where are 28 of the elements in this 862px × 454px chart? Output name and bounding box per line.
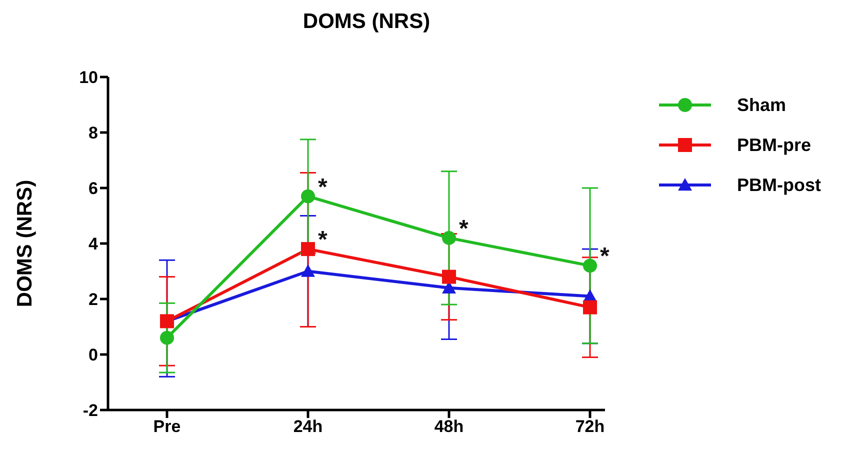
annotation: * [459, 215, 469, 242]
y-tick-label: 4 [88, 234, 99, 254]
annotation: * [318, 174, 328, 201]
legend-label: PBM-pre [737, 134, 812, 156]
point [301, 242, 315, 256]
y-axis-title: DOMS (NRS) [13, 180, 36, 308]
point [301, 264, 315, 277]
y-tick-label: 6 [88, 179, 98, 198]
legend-label: Sham [737, 94, 786, 116]
point [583, 258, 597, 273]
x-tick-label: 48h [434, 417, 464, 436]
annotation: * [600, 243, 610, 270]
point [160, 330, 174, 345]
y-tick-label: 0 [88, 346, 98, 365]
x-tick-label: Pre [153, 417, 181, 436]
y-tick-label: 8 [88, 124, 98, 143]
legend-label: PBM-post [737, 174, 821, 196]
x-tick-label: 72h [575, 417, 605, 436]
y-tick-label: 10 [79, 68, 98, 88]
point [442, 230, 456, 245]
chart-title: DOMS (NRS) [302, 10, 432, 34]
point [301, 189, 315, 204]
y-tick-label: -2 [82, 401, 98, 420]
point [583, 300, 597, 314]
point [442, 270, 456, 284]
y-tick-label: 2 [88, 290, 98, 310]
x-tick-label: 24h [293, 417, 323, 436]
annotation: * [318, 226, 328, 254]
